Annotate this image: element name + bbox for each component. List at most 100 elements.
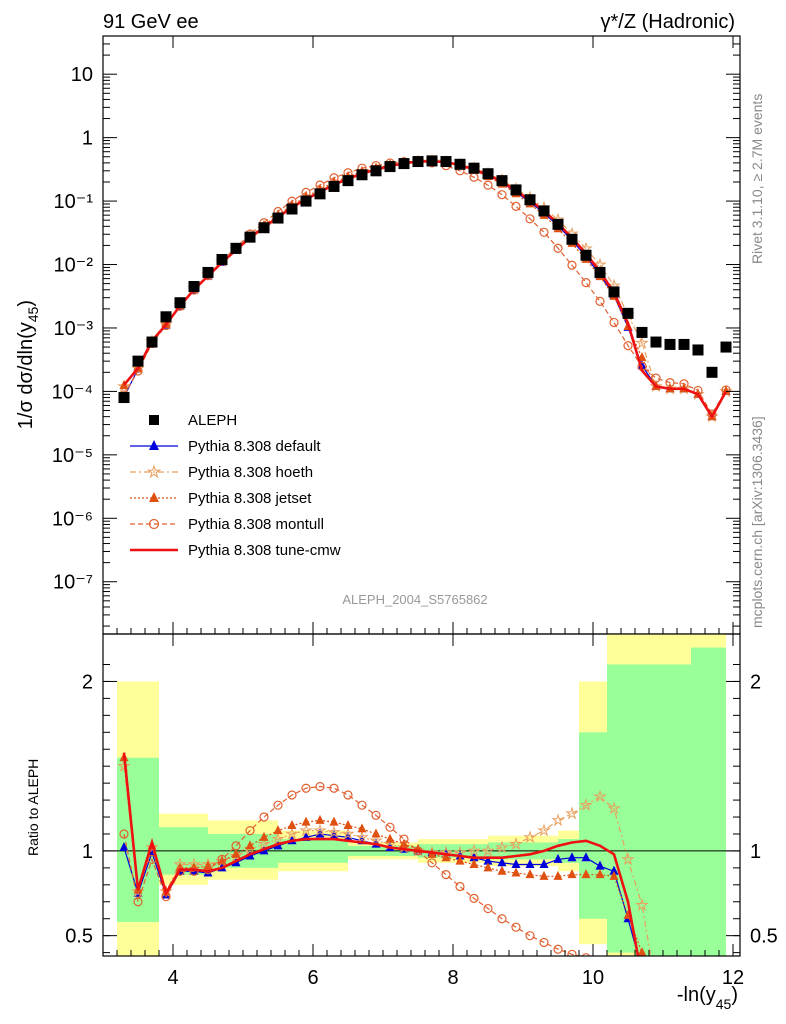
legend-label: ALEPH (188, 412, 237, 429)
series-ratio-point (495, 840, 509, 854)
aleph-data-point (496, 175, 508, 187)
series-ratio-point (652, 981, 661, 990)
stat-band-bin (691, 647, 726, 956)
series-ratio-point (553, 853, 563, 863)
series-ratio-point (357, 800, 367, 810)
series-point (539, 227, 549, 237)
main-axis-ticks: 10 1 10⁻¹ 10⁻² 10⁻³ 10⁻⁴ 10⁻⁵ 10⁻⁶ 10⁻⁷ (52, 35, 740, 634)
series-ratio-point (525, 858, 535, 868)
series-point (511, 201, 521, 211)
series-ratio-point (666, 981, 675, 990)
y-axis-label-sub: 45 (25, 306, 41, 322)
y-axis-label: 1/σ dσ/dln(y45) (15, 300, 41, 429)
series-ratio-point (273, 825, 283, 835)
aleph-data-point (580, 249, 592, 261)
series-point (595, 296, 605, 306)
stat-band-bin (635, 664, 663, 956)
aleph-data-point (440, 156, 452, 168)
ratio-plot-area (103, 634, 740, 991)
header-right: γ*/Z (Hadronic) (601, 11, 735, 33)
series-ratio-point (565, 806, 579, 820)
aleph-data-point (230, 242, 242, 254)
y-tick-label: 10⁻³ (54, 318, 94, 340)
legend-marker (149, 492, 159, 502)
series-ratio-point (119, 842, 129, 852)
series-ratio-point (511, 867, 521, 877)
series-ratio-point (483, 903, 493, 914)
series-ratio-point (509, 836, 523, 850)
series-ratio-point (287, 790, 297, 800)
series-main-Pythia 8.308 jetset (119, 155, 731, 421)
series-ratio-point (371, 828, 381, 838)
series-ratio-point (511, 858, 521, 868)
aleph-data-point (118, 392, 130, 404)
main-plot-area (117, 154, 733, 423)
series-main-Pythia 8.308 hoeth (117, 154, 733, 423)
ratio-tick-label-right: 0.5 (750, 926, 778, 948)
x-axis-label: -ln(y45) (677, 984, 738, 1012)
ratio-frame (102, 633, 741, 957)
x-tick-label: 4 (167, 967, 178, 989)
side-label-url: mcplots.cern.ch [arXiv:1306.3436] (749, 416, 765, 628)
legend-label: Pythia 8.308 jetset (188, 490, 312, 507)
series-point (497, 190, 507, 200)
series-ratio-point (385, 833, 395, 843)
aleph-data-point (174, 297, 186, 309)
y-axis-label-end: ) (15, 300, 37, 307)
series-ratio-point (119, 829, 129, 839)
aleph-data-point (566, 233, 578, 245)
aleph-data-point (636, 326, 648, 338)
series-ratio-point (551, 813, 565, 827)
series-ratio-point (145, 840, 159, 854)
aleph-data-point (622, 307, 634, 319)
series-main-Pythia 8.308 default (119, 155, 731, 421)
series-ratio-point (537, 823, 551, 837)
aleph-data-point (146, 336, 158, 348)
series-ratio-point (399, 834, 409, 844)
series-ratio-point (651, 981, 661, 991)
x-tick-label: 12 (722, 967, 744, 989)
series-ratio-point (539, 858, 549, 868)
ratio-axis-ticks: 4 6 8 10 12 2 2 1 1 0.5 0.5 (65, 634, 778, 989)
aleph-data-point (426, 155, 438, 167)
series-line (123, 159, 728, 420)
y-tick-label: 10⁻¹ (54, 191, 94, 213)
aleph-data-point (160, 311, 172, 323)
series-ratio-point (567, 852, 577, 862)
series-line (123, 160, 727, 418)
legend-marker (146, 464, 162, 479)
y-tick-label: 10 (71, 64, 93, 86)
aleph-data-point (552, 218, 564, 230)
series-ratio-point (327, 825, 341, 839)
aleph-data-point (384, 161, 396, 173)
aleph-data-point (342, 175, 354, 187)
header-left: 91 GeV ee (103, 11, 199, 33)
series-main-Pythia 8.308 montull (119, 156, 731, 419)
aleph-data-point (538, 205, 550, 217)
series-ratio-line (122, 752, 640, 956)
series-line (123, 160, 727, 418)
series-ratio-point (245, 840, 255, 850)
series-ratio-point (581, 953, 591, 956)
ratio-tick-label-left: 2 (82, 671, 93, 693)
aleph-data-point (328, 180, 340, 192)
main-panel: 10 1 10⁻¹ 10⁻² 10⁻³ 10⁻⁴ 10⁻⁵ 10⁻⁶ 10⁻⁷ ALEPH_20… (52, 35, 741, 635)
series-ratio-point (680, 976, 688, 984)
aleph-data-point (482, 168, 494, 180)
series-ratio-point (607, 801, 621, 815)
series-ratio-point (666, 974, 674, 982)
x-axis-label-end: ) (731, 984, 738, 1006)
legend-label: Pythia 8.308 montull (188, 516, 324, 533)
series-point (665, 378, 675, 388)
series-ratio-point (525, 869, 535, 879)
x-tick-label: 10 (582, 967, 604, 989)
series-point (553, 243, 563, 253)
series-ratio-point (217, 854, 227, 865)
stat-band-bin (579, 732, 607, 919)
ratio-y-axis-label: Ratio to ALEPH (25, 759, 41, 856)
series-ratio-point (581, 869, 591, 879)
series-ratio-point (523, 830, 537, 844)
aleph-data-point (244, 231, 256, 243)
aleph-data-point (314, 188, 326, 200)
x-tick-label: 6 (307, 967, 318, 989)
